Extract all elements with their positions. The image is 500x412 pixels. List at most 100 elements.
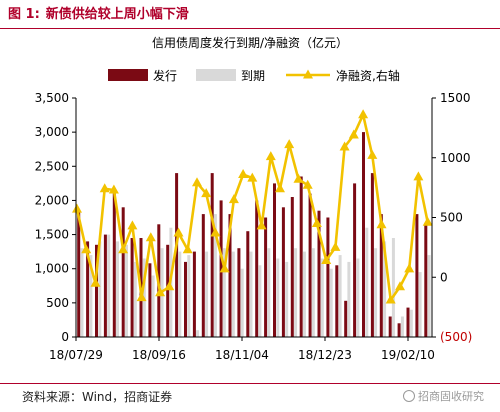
net-point bbox=[284, 139, 295, 149]
mature-bar bbox=[285, 261, 289, 337]
watermark-logo-icon bbox=[403, 390, 415, 402]
issue-bar bbox=[184, 261, 187, 337]
net-point bbox=[136, 292, 147, 302]
net-point bbox=[118, 244, 129, 254]
mature-bar bbox=[356, 258, 360, 337]
figure-number: 图 1: bbox=[8, 7, 40, 22]
net-point bbox=[348, 129, 359, 139]
chart-title: 信用债周度发行到期/净融资（亿元） bbox=[152, 35, 348, 50]
issue-bar bbox=[379, 214, 383, 337]
mature-bar bbox=[213, 214, 217, 337]
mature-bar bbox=[89, 255, 93, 337]
net-financing-line bbox=[72, 109, 433, 304]
net-point bbox=[238, 169, 249, 178]
mature-bar bbox=[374, 248, 378, 337]
net-point bbox=[173, 227, 184, 237]
net-point bbox=[311, 218, 322, 227]
net-point bbox=[330, 241, 341, 251]
figure-title: 图 1: 新债供给较上周小幅下滑 bbox=[8, 4, 189, 26]
mature-bar bbox=[311, 248, 315, 337]
net-point bbox=[155, 287, 166, 297]
issue-bar bbox=[317, 210, 321, 337]
mature-bar bbox=[294, 248, 298, 337]
net-point bbox=[413, 171, 424, 181]
net-point bbox=[90, 277, 101, 287]
net-point bbox=[145, 232, 156, 242]
x-tick-label: 18/07/29 bbox=[49, 348, 103, 362]
x-tick-label: 19/02/10 bbox=[381, 348, 435, 362]
mature-bar bbox=[231, 251, 235, 337]
x-tick-label: 18/12/23 bbox=[298, 348, 352, 362]
left-tick-label: 0 bbox=[61, 330, 69, 344]
mature-bar bbox=[302, 251, 306, 337]
mature-bar bbox=[365, 227, 369, 337]
issue-bar bbox=[344, 300, 348, 337]
net-point bbox=[192, 177, 202, 187]
issue-bar bbox=[281, 207, 285, 337]
legend-marker-net bbox=[303, 69, 313, 79]
mature-bar bbox=[329, 268, 333, 337]
issue-bar bbox=[424, 224, 428, 337]
net-point bbox=[293, 173, 304, 183]
mature-bar bbox=[320, 258, 324, 337]
title-rule bbox=[0, 28, 500, 29]
mature-bar bbox=[347, 261, 351, 337]
mature-bar bbox=[151, 275, 155, 337]
legend-label-net: 净融资,右轴 bbox=[336, 68, 400, 83]
net-point bbox=[404, 263, 415, 273]
mature-bar bbox=[240, 268, 244, 337]
footer-rule bbox=[0, 383, 500, 384]
mature-bar bbox=[222, 248, 226, 337]
issue-bar bbox=[326, 217, 330, 337]
chart: 信用债周度发行到期/净融资（亿元） 发行 到期 净融资,右轴 0 500 1,000 1,… bbox=[35, 35, 473, 362]
mature-bar bbox=[276, 258, 280, 337]
legend-swatch-mature bbox=[196, 69, 236, 81]
issue-bar bbox=[353, 183, 357, 337]
net-point bbox=[108, 184, 119, 194]
issue-bar bbox=[95, 244, 98, 337]
mature-bar bbox=[107, 234, 111, 337]
watermark-text: 招商固收研究 bbox=[418, 390, 484, 403]
mature-bar bbox=[98, 241, 102, 337]
left-tick-label: 1,500 bbox=[35, 228, 69, 242]
issue-bar bbox=[103, 234, 107, 337]
net-point bbox=[395, 281, 405, 291]
issue-bar bbox=[112, 190, 116, 337]
mature-bar bbox=[205, 251, 209, 337]
issue-bar bbox=[201, 214, 205, 337]
net-point bbox=[367, 149, 378, 159]
mature-bar bbox=[267, 248, 271, 337]
right-tick-label: 0 bbox=[440, 270, 448, 284]
legend-swatch-issue bbox=[108, 69, 148, 81]
mature-bar bbox=[427, 255, 431, 337]
issue-bar bbox=[415, 214, 419, 337]
axes: 0 500 1,000 1,500 2,000 2,500 3,000 3,500 (500) 0… bbox=[35, 91, 473, 362]
net-point bbox=[127, 220, 138, 230]
issue-bar bbox=[362, 132, 365, 337]
net-point bbox=[219, 263, 230, 273]
mature-bar bbox=[133, 261, 137, 337]
right-tick-label: 500 bbox=[440, 211, 463, 225]
x-tick-label: 18/11/04 bbox=[215, 348, 269, 362]
mature-bar bbox=[116, 241, 119, 337]
issue-bar bbox=[130, 238, 134, 337]
mature-bar bbox=[258, 265, 262, 337]
issue-bar bbox=[192, 251, 196, 337]
issue-bar bbox=[175, 173, 179, 337]
net-point bbox=[422, 216, 433, 226]
issue-bar bbox=[246, 231, 250, 337]
issue-bar bbox=[406, 307, 410, 337]
issue-bar bbox=[397, 323, 401, 337]
issue-bar bbox=[210, 173, 214, 337]
net-point bbox=[164, 281, 175, 291]
net-point bbox=[247, 172, 258, 182]
right-tick-label: 1000 bbox=[440, 151, 471, 165]
issue-bar bbox=[219, 200, 223, 337]
issue-bar bbox=[255, 200, 259, 337]
mature-bar bbox=[418, 272, 422, 337]
issue-bar bbox=[166, 244, 170, 337]
legend: 发行 到期 净融资,右轴 bbox=[108, 68, 400, 83]
mature-bar bbox=[338, 255, 342, 337]
issue-bar bbox=[299, 176, 303, 337]
left-tick-label: 1,000 bbox=[35, 262, 69, 276]
